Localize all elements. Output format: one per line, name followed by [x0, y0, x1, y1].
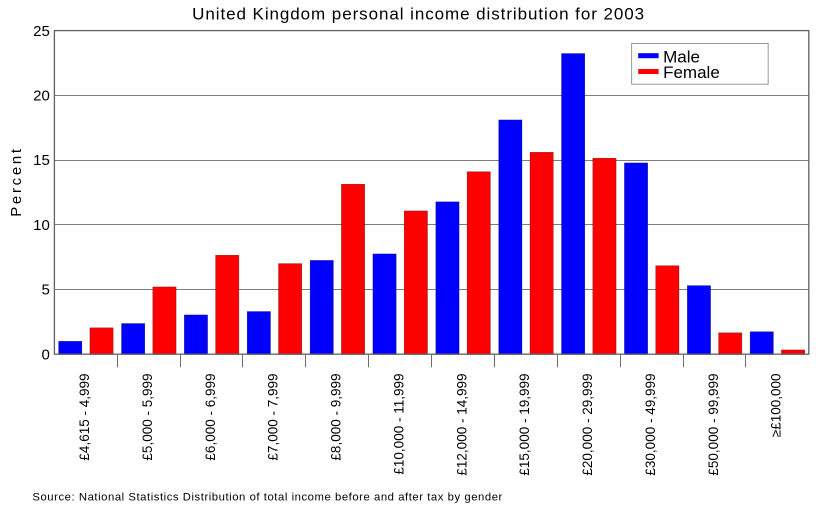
svg-text:0: 0 — [41, 346, 49, 363]
svg-text:Female: Female — [663, 63, 720, 82]
svg-text:£5,000 - 5,999: £5,000 - 5,999 — [140, 374, 155, 461]
svg-text:£4,615 - 4,999: £4,615 - 4,999 — [77, 374, 92, 461]
svg-text:15: 15 — [33, 152, 50, 169]
svg-text:£10,000 - 11,999: £10,000 - 11,999 — [392, 374, 407, 475]
svg-text:20: 20 — [33, 88, 50, 105]
svg-text:Percent: Percent — [8, 146, 25, 217]
svg-text:£50,000 - 99,999: £50,000 - 99,999 — [706, 374, 721, 476]
svg-text:5: 5 — [41, 282, 49, 299]
svg-text:£12,000 - 14,999: £12,000 - 14,999 — [454, 374, 469, 476]
svg-text:£8,000 - 9,999: £8,000 - 9,999 — [329, 374, 344, 461]
svg-text:£30,000 - 49,999: £30,000 - 49,999 — [643, 374, 658, 476]
svg-text:25: 25 — [33, 23, 50, 40]
svg-text:Male: Male — [663, 47, 700, 66]
svg-text:£6,000 - 6,999: £6,000 - 6,999 — [203, 374, 218, 461]
svg-text:Source: National Statistics Di: Source: National Statistics Distribution… — [32, 491, 502, 503]
svg-text:United Kingdom personal income: United Kingdom personal income distribut… — [192, 5, 645, 24]
svg-text:£20,000 - 29,999: £20,000 - 29,999 — [580, 374, 595, 476]
svg-text:£7,000 - 7,999: £7,000 - 7,999 — [266, 374, 281, 461]
svg-text:£15,000 - 19,999: £15,000 - 19,999 — [517, 374, 532, 476]
svg-text:10: 10 — [33, 217, 50, 234]
svg-text:≥£100,000: ≥£100,000 — [769, 374, 784, 438]
